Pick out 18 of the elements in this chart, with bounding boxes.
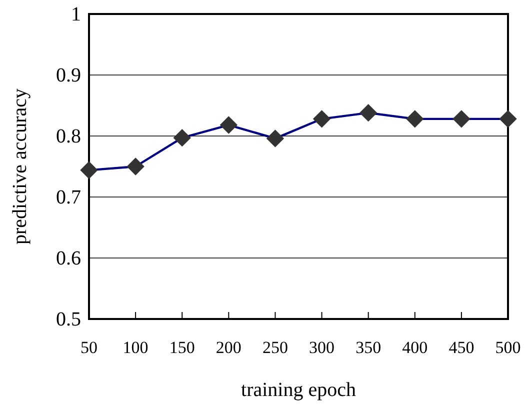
y-tick-label: 0.7 bbox=[56, 186, 81, 208]
y-tick-label: 0.9 bbox=[56, 64, 81, 86]
x-tick-label: 50 bbox=[80, 338, 98, 358]
y-tick-label: 0.8 bbox=[56, 125, 81, 148]
x-axis-title: training epoch bbox=[241, 379, 356, 401]
y-tick-label: 0.6 bbox=[56, 247, 81, 270]
x-tick-label: 150 bbox=[169, 338, 195, 358]
x-tick-label: 200 bbox=[216, 338, 242, 358]
x-tick-label: 400 bbox=[402, 338, 428, 358]
y-tick-label: 0.5 bbox=[56, 308, 81, 330]
y-axis-title: predictive accuracy bbox=[9, 88, 31, 245]
x-tick-label: 250 bbox=[262, 338, 288, 358]
x-tick-label: 350 bbox=[356, 338, 382, 358]
y-tick-label: 1 bbox=[71, 3, 81, 26]
x-tick-label: 100 bbox=[122, 338, 148, 358]
x-tick-label: 500 bbox=[495, 338, 521, 358]
x-tick-label: 450 bbox=[448, 338, 474, 358]
x-tick-label: 300 bbox=[309, 338, 335, 358]
